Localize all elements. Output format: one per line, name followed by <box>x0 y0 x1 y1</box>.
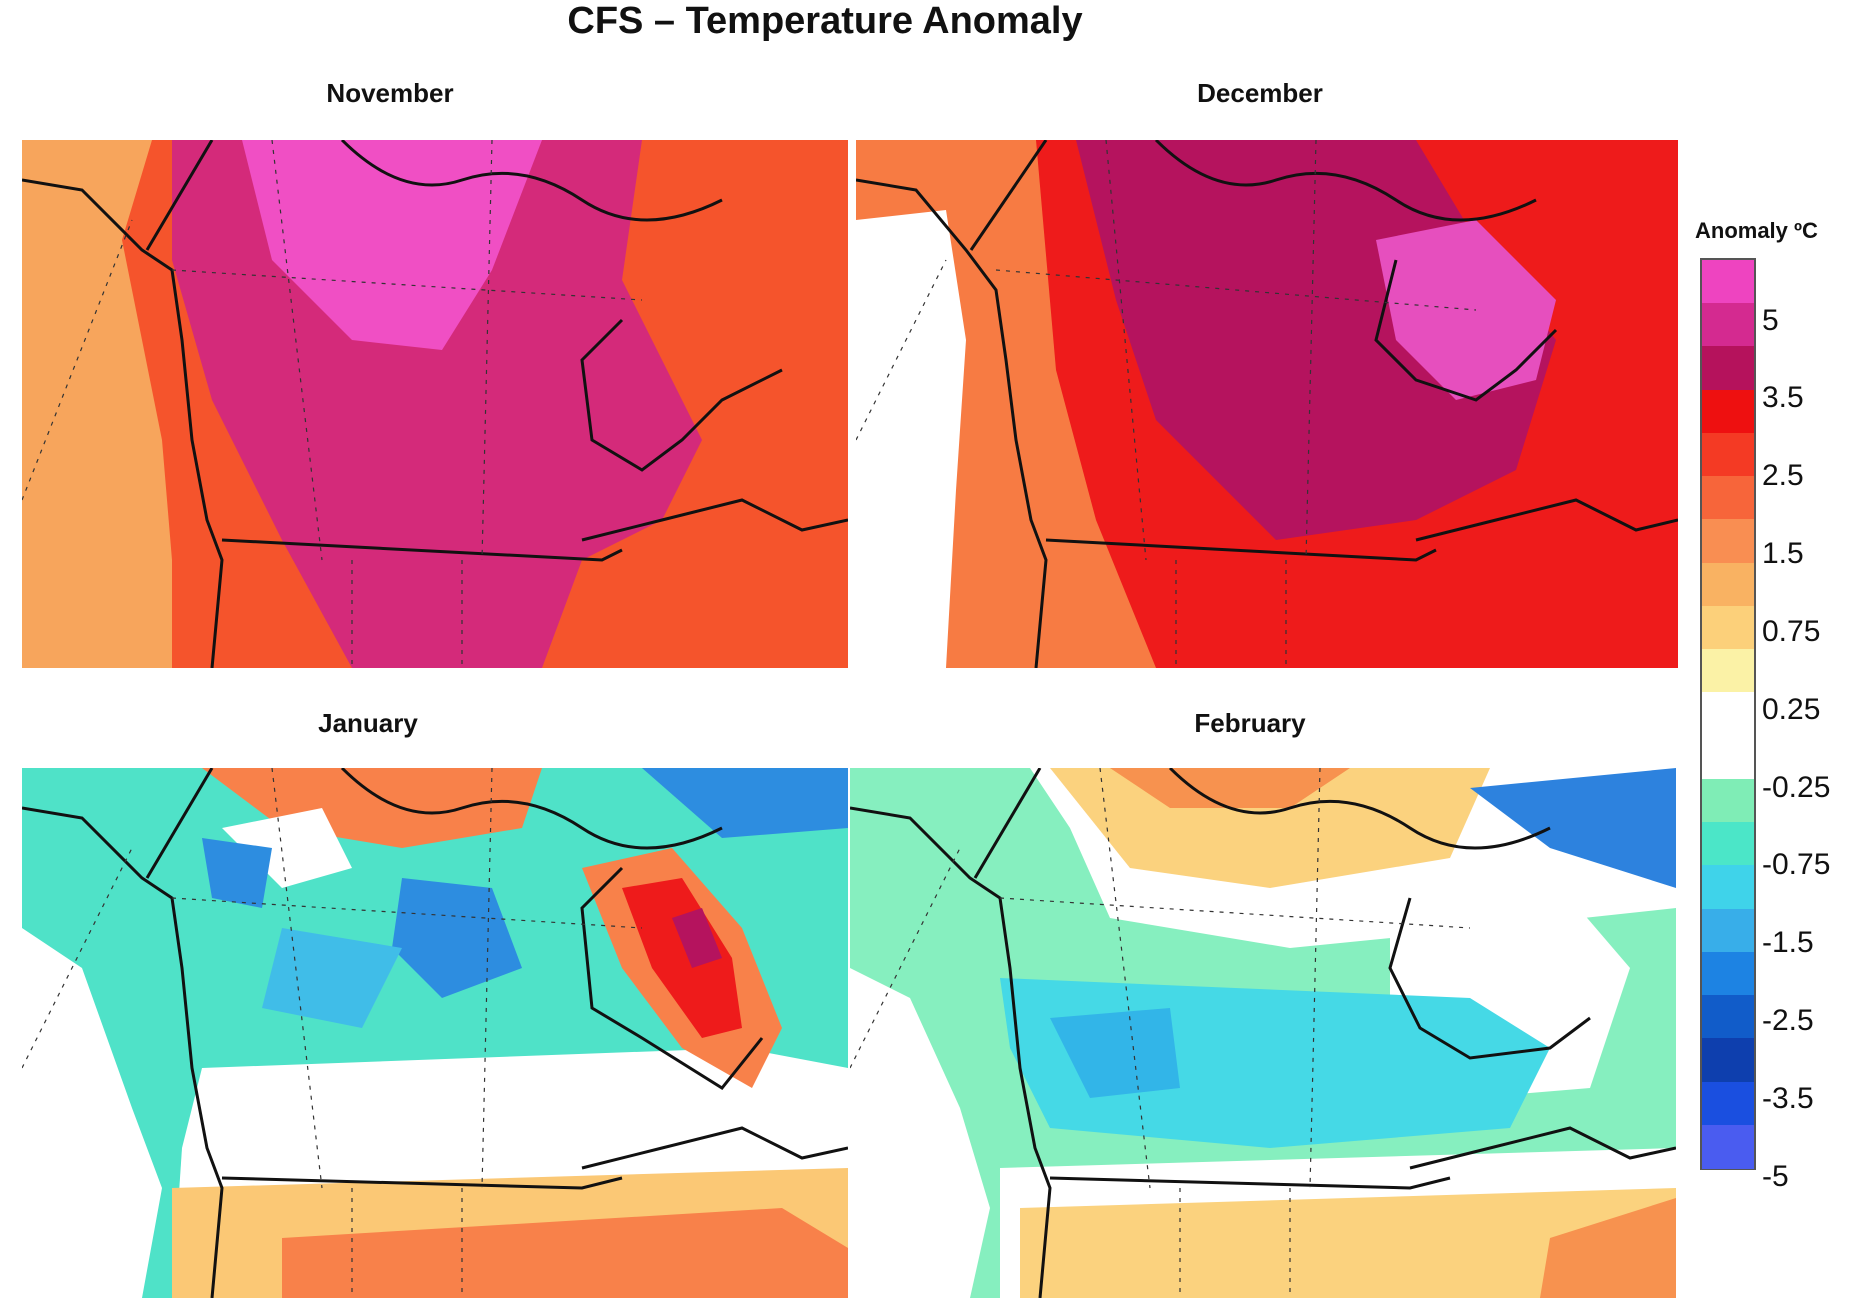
anomaly-fill-hudson-hottest <box>672 908 722 968</box>
legend-title: Anomaly ºC <box>1695 218 1818 243</box>
legend-label: -0.25 <box>1762 770 1831 804</box>
anomaly-fill-north-neutral <box>222 808 352 888</box>
anomaly-fill-hottest <box>242 140 542 350</box>
map-february <box>850 768 1676 1298</box>
anomaly-fill-neutral-west <box>850 968 990 1298</box>
panel-title-december: December <box>1197 78 1323 108</box>
anomaly-fill-blue <box>202 838 272 908</box>
anomaly-fill-light-blue <box>262 928 402 1028</box>
anomaly-fill-north-warm <box>1110 768 1350 808</box>
legend-swatch <box>1702 822 1754 867</box>
legend-swatch <box>1702 389 1754 434</box>
legend-swatch <box>1702 1124 1754 1169</box>
anomaly-fill-south-warm-light <box>1020 1188 1676 1298</box>
legend-swatch <box>1702 605 1754 650</box>
legend-swatch <box>1702 476 1754 521</box>
legend-swatch <box>1702 908 1754 953</box>
panel-title-february: February <box>1194 708 1306 738</box>
anomaly-fill-warm <box>282 1208 848 1298</box>
legend-label: 1.5 <box>1762 537 1804 571</box>
legend-swatch <box>1702 260 1754 304</box>
legend-label: 0.75 <box>1762 614 1821 648</box>
legend-swatch <box>1702 1038 1754 1083</box>
map-january <box>22 768 848 1298</box>
legend-swatch <box>1702 865 1754 910</box>
anomaly-fill-ne-blue <box>1470 768 1676 888</box>
legend-swatch <box>1702 519 1754 564</box>
anomaly-fill-south-warm <box>1540 1198 1676 1298</box>
legend-label: 2.5 <box>1762 459 1804 493</box>
legend-swatch <box>1702 432 1754 477</box>
legend-swatch <box>1702 303 1754 348</box>
legend-label: -3.5 <box>1762 1081 1814 1115</box>
legend-swatch <box>1702 562 1754 607</box>
legend-swatch <box>1702 1081 1754 1126</box>
map-november <box>22 140 848 668</box>
legend-swatch <box>1702 692 1754 737</box>
legend-label: -1.5 <box>1762 926 1814 960</box>
anomaly-fill-hudson-hot <box>622 878 742 1038</box>
anomaly-fill-blue-core <box>392 878 522 998</box>
legend-label: 0.25 <box>1762 692 1821 726</box>
anomaly-fill-ne-blue <box>642 768 848 838</box>
legend-swatch <box>1702 649 1754 694</box>
panel-title-november: November <box>326 78 454 108</box>
legend-label: 5 <box>1762 303 1779 337</box>
chart-title: CFS – Temperature Anomaly <box>567 0 1083 42</box>
panel-title-january: January <box>318 708 418 738</box>
map-december <box>856 140 1678 668</box>
legend-swatch <box>1702 995 1754 1040</box>
anomaly-fill-cooler <box>1050 1008 1180 1098</box>
legend-label: -2.5 <box>1762 1003 1814 1037</box>
legend-colorbar <box>1700 258 1756 1170</box>
legend-swatch <box>1702 346 1754 391</box>
legend-label: -5 <box>1762 1159 1789 1193</box>
anomaly-fill-neutral <box>856 210 966 668</box>
legend-label: -0.75 <box>1762 848 1831 882</box>
legend-swatch <box>1702 951 1754 996</box>
legend-swatch <box>1702 778 1754 823</box>
legend-swatch <box>1702 735 1754 780</box>
anomaly-fill-hottest <box>1376 220 1556 400</box>
anomaly-fill-neutral <box>22 928 162 1298</box>
legend-label: 3.5 <box>1762 381 1804 415</box>
